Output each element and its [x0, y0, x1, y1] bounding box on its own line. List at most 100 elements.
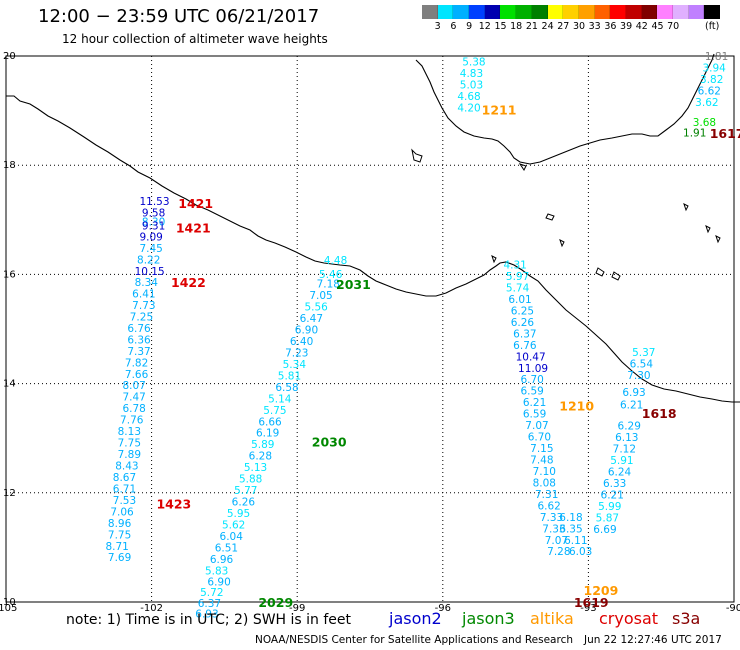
altimeter-track: 11.539.588.309.319.097.458.2210.158.346.… — [105, 196, 169, 564]
wave-height-value: 8.22 — [137, 255, 160, 267]
island-9 — [559, 239, 565, 248]
wave-height-value: 7.12 — [613, 444, 636, 456]
wave-height-value: 7.30 — [627, 370, 650, 382]
pass-time-label: 1422 — [171, 275, 206, 290]
legend-swatch — [484, 5, 501, 19]
altimeter-track: 6.186.356.116.03 — [559, 512, 592, 558]
legend-swatch — [641, 5, 658, 19]
legend-swatch — [422, 5, 438, 19]
pass-time-label: 2031 — [336, 277, 371, 292]
wave-height-value: 5.46 — [319, 269, 343, 281]
wave-height-value: 6.11 — [564, 535, 587, 547]
legend-swatch — [469, 5, 485, 19]
wave-height-value: 5.56 — [304, 302, 328, 314]
coastline — [6, 53, 740, 403]
y-tick-label: 16 — [3, 269, 16, 280]
wave-height-value: 7.25 — [130, 311, 153, 323]
island-8 — [715, 235, 721, 244]
altimeter-track: 4.315.975.746.016.256.266.376.7610.4711.… — [503, 260, 570, 559]
wave-height-value: 9.09 — [139, 232, 162, 244]
wave-height-value: 5.38 — [462, 56, 485, 68]
wave-height-value: 1.91 — [683, 127, 706, 139]
legend-label: 18 — [510, 21, 523, 32]
pass-time-label: 2029 — [258, 595, 293, 610]
wave-height-value: 8.34 — [135, 277, 159, 289]
wave-height-value: 3.82 — [700, 74, 723, 86]
pass-time-label: 1423 — [156, 497, 191, 512]
wave-height-value: 6.33 — [603, 478, 626, 490]
y-tick-label: 18 — [3, 160, 16, 171]
wave-height-value: 5.81 — [278, 370, 301, 382]
wave-height-value: 8.13 — [118, 426, 141, 438]
wave-height-value: 7.33 — [542, 523, 565, 535]
wave-height-value: 6.62 — [537, 500, 560, 512]
x-tick-label: -90 — [726, 603, 740, 614]
wave-height-value: 6.03 — [569, 546, 592, 558]
pass-time-label: 1617 — [710, 126, 740, 141]
wave-height-value: 6.62 — [698, 85, 721, 97]
wave-height-value: 5.37 — [632, 347, 655, 359]
wave-height-value: 8.08 — [533, 477, 556, 489]
wave-height-value: 11.53 — [139, 196, 169, 208]
wave-height-value: 5.77 — [234, 485, 257, 497]
wave-height-value: 6.36 — [127, 334, 151, 346]
island-5 — [518, 163, 527, 171]
wave-height-value: 7.66 — [125, 369, 149, 381]
legend-label: 12 — [478, 21, 491, 32]
wave-height-value: 7.23 — [285, 347, 308, 359]
wave-height-value: 6.51 — [215, 542, 238, 554]
color-legend: 3 6 9 12 15 18 21 24 27 30 33 36 39 42 45 70 (ft) — [422, 5, 721, 33]
pass-time-label: 1618 — [642, 406, 677, 421]
island-10 — [491, 255, 497, 264]
legend-label: 6 — [450, 21, 457, 32]
y-tick-label: 14 — [3, 379, 16, 390]
pass-time-label: 1421 — [178, 196, 213, 211]
x-tick-label: -99 — [289, 603, 305, 614]
altimeter-track: 1.813.943.826.623.62 3.681.91 — [683, 51, 728, 139]
y-tick-label: 20 — [3, 51, 16, 62]
wave-height-value: 6.70 — [528, 432, 551, 444]
legend-label: 33 — [588, 21, 601, 32]
wave-height-value: 7.37 — [127, 346, 150, 358]
wave-height-value: 6.71 — [113, 483, 136, 495]
wave-height-value: 6.19 — [256, 428, 279, 440]
wave-height-value: 10.47 — [516, 351, 546, 363]
wave-height-value: 5.62 — [222, 519, 245, 531]
legend-swatch — [657, 5, 673, 19]
pass-time-label: 1421 — [176, 220, 211, 235]
wave-height-value: 7.06 — [110, 506, 134, 518]
wave-height-value: 5.87 — [596, 512, 619, 524]
wave-height-value: 4.31 — [503, 260, 526, 272]
wave-height-value: 6.90 — [207, 576, 230, 588]
wave-height-value: 9.31 — [142, 220, 165, 232]
wave-height-value: 8.43 — [115, 461, 138, 473]
island-7 — [705, 225, 711, 234]
legend-label: 27 — [557, 21, 570, 32]
plot-frame — [5, 55, 735, 603]
wave-height-value: 6.41 — [132, 289, 155, 301]
legend-swatches — [422, 5, 721, 19]
wave-height-value: 5.95 — [227, 508, 250, 520]
legend-swatch — [594, 5, 611, 19]
wave-height-value: 5.89 — [251, 439, 274, 451]
legend-label: 3 — [434, 21, 441, 32]
wave-height-value: 7.28 — [547, 546, 570, 558]
legend-swatch — [531, 5, 548, 19]
wave-height-value: 7.47 — [122, 392, 145, 404]
wave-height-value: 3.94 — [702, 62, 726, 74]
wave-height-value: 7.82 — [125, 357, 148, 369]
wave-height-value: 8.30 — [142, 216, 165, 228]
wave-height-value: 7.15 — [530, 443, 553, 455]
wave-height-value: 6.28 — [249, 451, 272, 463]
generated-time: Jun 22 12:27:46 UTC 2017 — [584, 634, 722, 646]
wave-height-value: 4.20 — [457, 102, 480, 114]
wave-height-value: 5.83 — [205, 565, 228, 577]
wave-height-value: 7.07 — [545, 535, 568, 547]
wave-height-value: 5.88 — [239, 474, 262, 486]
wave-height-value: 6.21 — [601, 489, 624, 501]
x-tick-label: -93 — [580, 603, 596, 614]
wave-height-value: 7.48 — [530, 454, 553, 466]
wave-height-value: 6.26 — [511, 317, 535, 329]
wave-height-value: 6.47 — [300, 313, 323, 325]
